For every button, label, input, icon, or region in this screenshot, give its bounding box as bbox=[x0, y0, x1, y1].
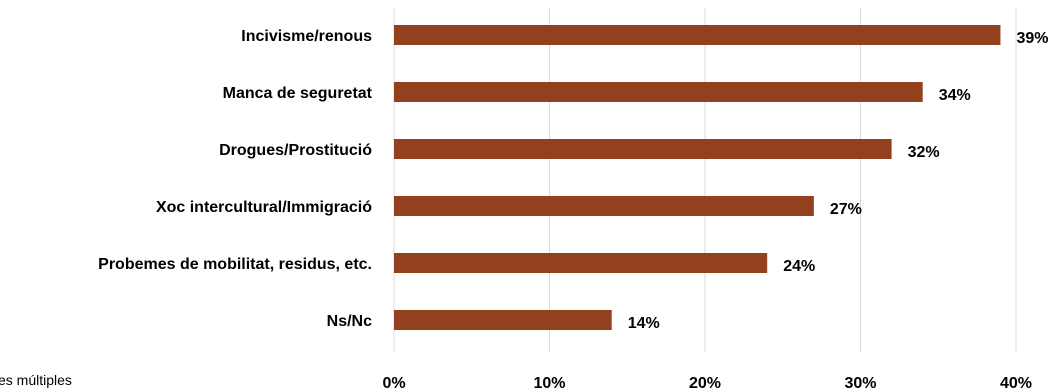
x-tick-label: 10% bbox=[533, 375, 565, 390]
category-label: Probemes de mobilitat, residus, etc. bbox=[98, 256, 372, 273]
gridlines bbox=[393, 8, 1017, 352]
value-label: 14% bbox=[628, 315, 660, 332]
x-tick-labels: 0% 10% 20% 30% 40% bbox=[382, 375, 1032, 390]
bar bbox=[394, 253, 768, 273]
x-tick-label: 40% bbox=[1000, 375, 1032, 390]
bar bbox=[394, 82, 923, 102]
bar bbox=[394, 139, 892, 159]
category-label: Manca de seguretat bbox=[223, 85, 373, 102]
category-label: Xoc intercultural/Immigració bbox=[156, 199, 372, 216]
category-label: Incivisme/renous bbox=[241, 28, 372, 45]
value-label: 39% bbox=[1016, 30, 1048, 47]
category-label: Ns/Nc bbox=[327, 313, 372, 330]
value-label: 34% bbox=[939, 87, 971, 104]
category-labels: Incivisme/renous Manca de seguretat Drogue… bbox=[98, 28, 373, 330]
value-label: 27% bbox=[830, 201, 862, 218]
value-labels: 39% 34% 32% 27% 24% 14% bbox=[628, 30, 1049, 332]
bars bbox=[394, 25, 1001, 330]
bar bbox=[394, 196, 814, 216]
bar bbox=[394, 25, 1001, 45]
x-tick-label: 0% bbox=[382, 375, 405, 390]
x-tick-label: 20% bbox=[689, 375, 721, 390]
value-label: 32% bbox=[908, 144, 940, 161]
bar bbox=[394, 310, 612, 330]
value-label: 24% bbox=[783, 258, 815, 275]
x-tick-label: 30% bbox=[844, 375, 876, 390]
category-label: Drogues/Prostitució bbox=[219, 142, 372, 159]
footnote: es múltiples bbox=[0, 372, 72, 388]
